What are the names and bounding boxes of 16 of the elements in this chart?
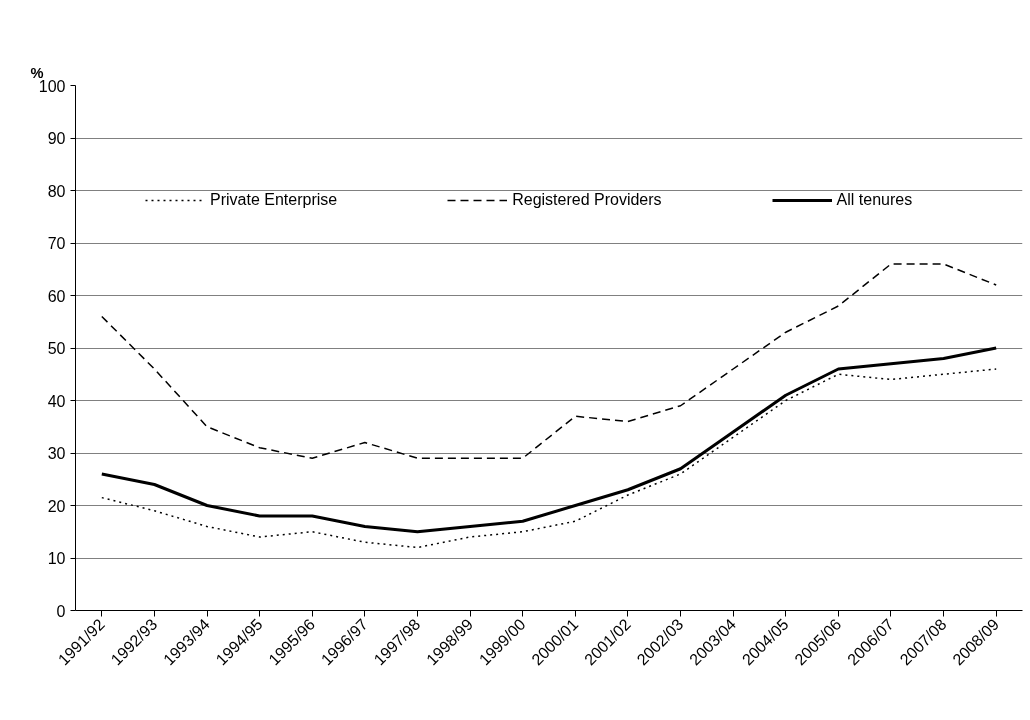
line-series xyxy=(101,368,997,549)
y-tick-label: 50 xyxy=(47,340,66,357)
y-tick-label: 10 xyxy=(47,550,66,567)
y-tick-label: 70 xyxy=(47,235,66,252)
line-series xyxy=(101,263,997,459)
legend-label: All tenures xyxy=(836,191,913,209)
y-tick-label: 30 xyxy=(47,445,66,462)
y-tick-label: 60 xyxy=(47,287,66,305)
legend-label: Registered Providers xyxy=(512,191,662,209)
y-tick-label: 0 xyxy=(56,602,66,620)
line-series xyxy=(100,346,998,534)
y-tick-label: 80 xyxy=(47,182,66,200)
y-tick-label: 40 xyxy=(47,392,66,410)
y-tick-label: 20 xyxy=(47,497,66,515)
legend-label: Private Enterprise xyxy=(210,191,338,209)
y-tick-label: 90 xyxy=(47,130,66,147)
